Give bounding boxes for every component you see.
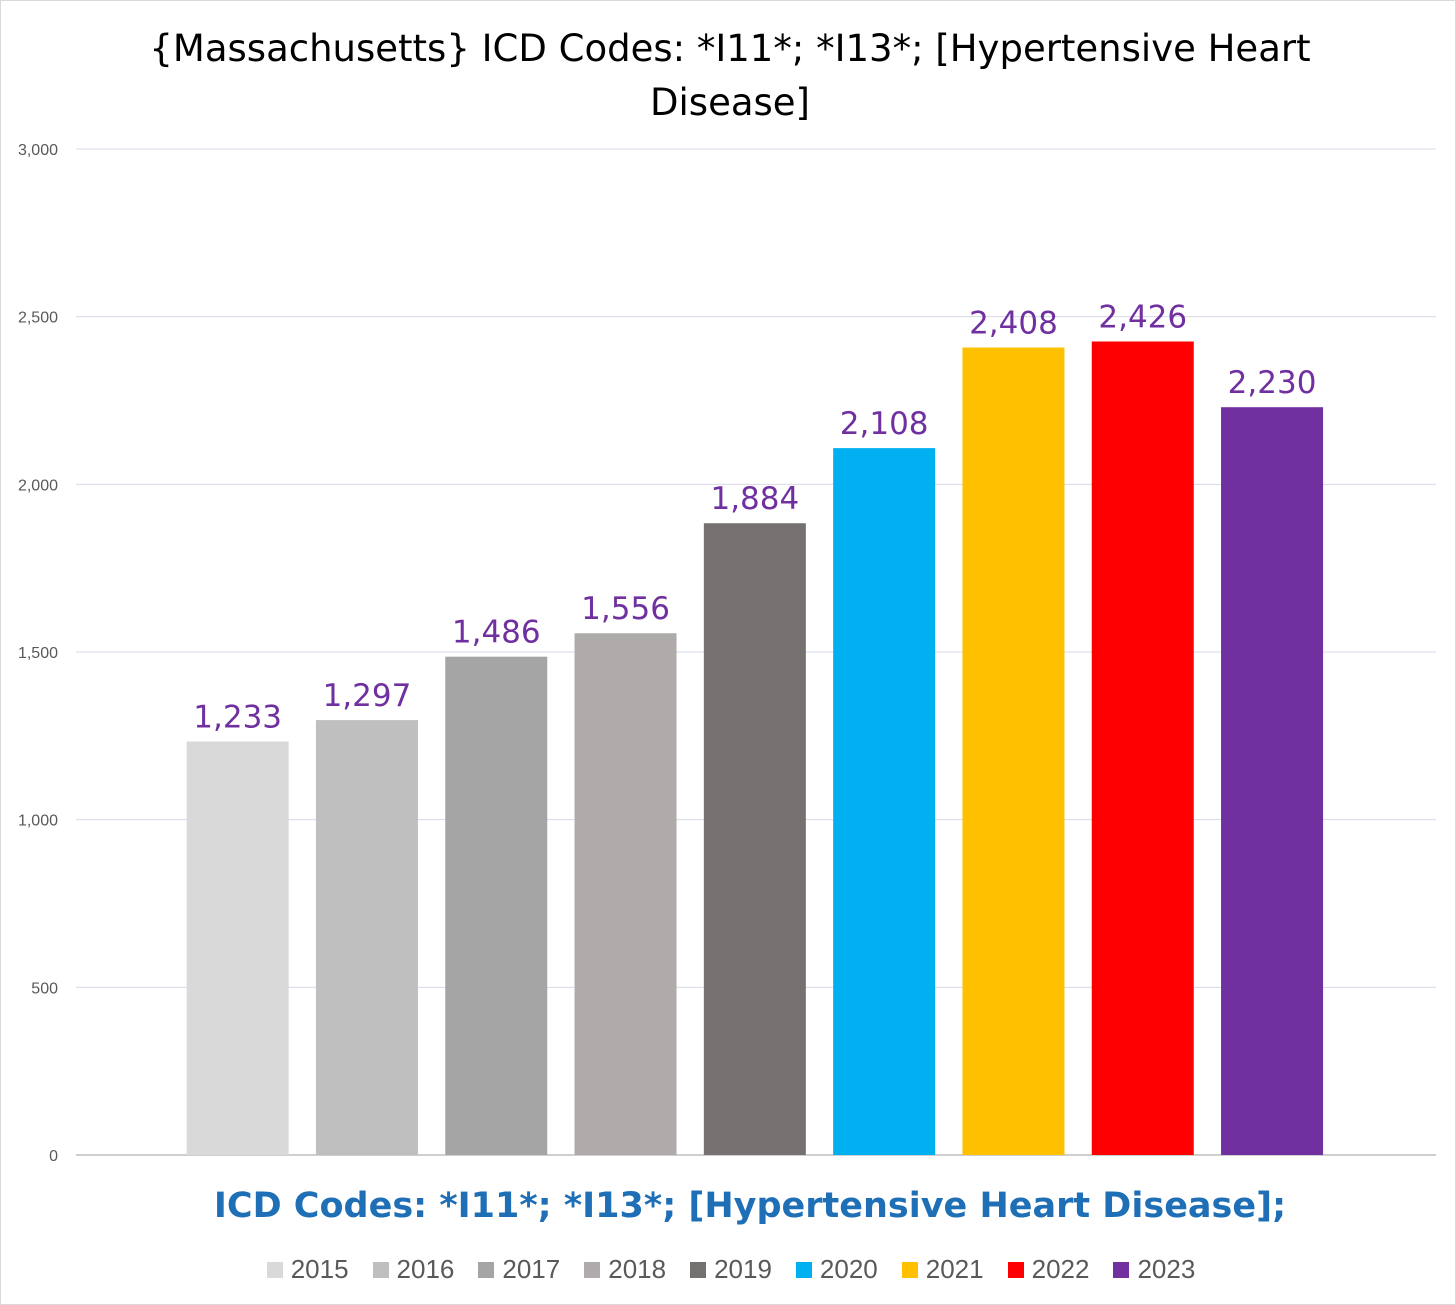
legend-swatch: [901, 1261, 918, 1278]
bar-2020: [833, 448, 936, 1156]
y-tick-label: 2,000: [18, 477, 58, 494]
legend-label: 2017: [502, 1254, 561, 1284]
legend-item-2020: 2020: [795, 1254, 878, 1285]
legend-item-2015: 2015: [266, 1254, 349, 1285]
bar-2023: [1221, 407, 1324, 1155]
x-axis-title: ICD Codes: *I11*; *I13*; [Hypertensive H…: [213, 1186, 1287, 1226]
bar-2018: [574, 633, 677, 1155]
data-labels: 1,233 1,297 1,486 1,556 1,884 2,108 2,408 2,426…: [193, 299, 1316, 735]
y-tick-label: 500: [31, 980, 58, 997]
data-label-2017: 1,486: [452, 615, 541, 651]
y-tick-label: 2,500: [18, 310, 58, 327]
legend-label: 2019: [714, 1254, 772, 1284]
legend-item-2019: 2019: [690, 1254, 772, 1285]
y-tick-label: 1,000: [18, 813, 58, 830]
bars: [186, 341, 1324, 1156]
data-label-2020: 2,108: [840, 406, 929, 442]
data-label-2021: 2,408: [969, 306, 1058, 342]
bar-2016: [315, 720, 418, 1155]
y-tick-label: 1,500: [18, 645, 58, 662]
y-tick-label: 0: [49, 1148, 58, 1165]
legend-label: 2015: [290, 1254, 349, 1284]
legend-swatch: [372, 1261, 389, 1278]
y-axis-ticks: 0 500 1,000 1,500 2,000 2,500 3,000: [18, 142, 58, 1165]
legend-label: 2020: [819, 1254, 878, 1284]
legend-label: 2023: [1137, 1254, 1196, 1284]
chart-title: {Massachusetts} ICD Codes: *I11*; *I13*;…: [149, 27, 1311, 124]
bar-2022: [1091, 341, 1194, 1155]
data-label-2023: 2,230: [1228, 365, 1317, 401]
legend-item-2023: 2023: [1113, 1254, 1195, 1285]
bar-2015: [186, 741, 289, 1155]
legend-swatch: [1007, 1261, 1024, 1278]
legend-swatch: [1113, 1261, 1130, 1278]
data-label-2016: 1,297: [323, 678, 412, 714]
legend-swatch: [478, 1261, 495, 1278]
legend-item-2018: 2018: [584, 1254, 666, 1285]
legend-item-2021: 2021: [901, 1254, 984, 1285]
legend-label: 2018: [608, 1254, 667, 1284]
bar-2021: [962, 347, 1065, 1155]
legend-label: 2021: [925, 1254, 984, 1284]
legend-item-2022: 2022: [1007, 1254, 1090, 1285]
legend-swatch: [266, 1261, 283, 1278]
legend-label: 2016: [396, 1254, 455, 1284]
legend-swatch: [584, 1261, 601, 1278]
legend-item-2017: 2017: [478, 1254, 560, 1285]
legend: 2015 2016 2017 2018 2019 2020 2021 2022 2023: [0, 1254, 1456, 1285]
data-label-2018: 1,556: [581, 591, 670, 627]
legend-label: 2022: [1031, 1254, 1090, 1284]
y-tick-label: 3,000: [18, 142, 58, 159]
data-label-2022: 2,426: [1098, 299, 1187, 335]
legend-item-2016: 2016: [372, 1254, 455, 1285]
legend-swatch: [690, 1261, 707, 1278]
bar-2019: [703, 523, 806, 1155]
bar-2017: [445, 656, 548, 1155]
data-label-2019: 1,884: [710, 481, 799, 517]
legend-swatch: [795, 1261, 812, 1278]
data-label-2015: 1,233: [193, 700, 282, 736]
